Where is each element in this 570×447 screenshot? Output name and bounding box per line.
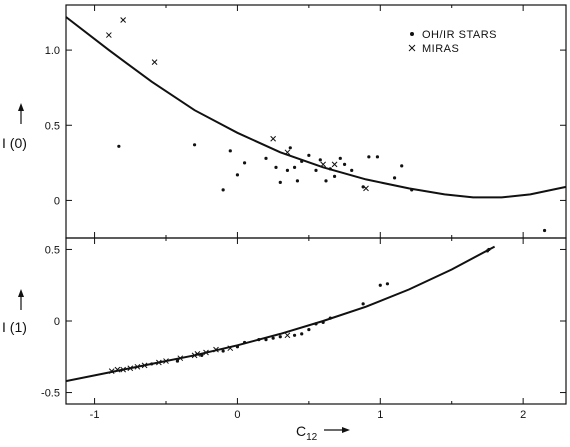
upper-ohir-point [324,179,328,183]
lower-ohir-point [361,302,365,306]
upper-mira-point [270,135,276,142]
upper-ohir-point [278,180,282,184]
upper-ohir-point [292,165,297,169]
lower-ohir-point [271,336,275,340]
upper-ohir-point [375,155,380,159]
lower-frame [65,237,567,405]
upper-ytick-label: 1.0 [45,45,60,57]
lower-ohir-point [221,349,225,353]
legend-dot-marker [410,32,414,36]
lower-ylabel: I (1) [2,289,27,335]
upper-ylabel: I (0) [2,103,27,151]
upper-ohir-point [400,164,404,168]
lower-ohir-point [378,283,382,287]
upper-ohir-point [285,168,290,172]
upper-ohir-point [542,228,547,233]
upper-ohir-point [367,155,371,159]
x-axis-label-text: C12 [296,423,318,443]
upper-ohir-point [342,162,347,166]
upper-ohir-point [192,143,197,147]
lower-ohir-point [307,327,311,332]
legend-cross-marker [408,44,416,52]
upper-mira-point [331,161,338,168]
x-axis-label: C12 [296,423,350,443]
upper-ohir-point [392,176,397,180]
lower-mira-point [284,332,291,339]
lower-ytick-label: -0.5 [41,388,60,400]
upper-ohir-point [221,188,225,192]
upper-ohir-point [350,168,354,172]
upper-ohir-point [242,161,247,165]
lower-xtick-label: 1 [377,409,383,421]
upper-mira-point [120,17,126,23]
upper-ohir-point [318,158,322,162]
lower-ohir-point [385,282,390,286]
upper-ohir-point [117,144,121,148]
upper-ohir-point [338,156,342,160]
upper-ohir-point [235,173,240,177]
upper-ohir-point [228,149,232,153]
upper-mira-point [151,59,158,65]
upper-ohir-point [314,168,318,172]
lower-xtick-label: -1 [90,409,100,421]
upper-ohir-point [307,153,311,157]
upper-ohir-point [332,174,337,178]
lower-ytick-label: 0.5 [45,244,60,256]
upper-ylabel-text: I (0) [2,135,27,151]
legend: OH/IR STARS MIRAS [408,29,497,55]
lower-ohir-point [300,332,304,336]
lower-panel: -1 0 1 2 -0.5 0 0.5 [41,237,567,421]
upper-ohir-point [288,146,292,150]
upper-ohir-point [274,165,278,169]
upper-mira-point [106,32,112,38]
lower-xtick-label: 0 [234,409,240,421]
legend-label-ohir: OH/IR STARS [422,29,497,41]
lower-model-curve [65,245,496,383]
upper-ohir-point [264,156,268,160]
lower-ytick-label: 0 [54,316,60,328]
upper-ytick-label: 0 [54,195,60,207]
upper-model-curve [65,16,567,199]
lower-ohir-point [292,333,297,337]
upper-mira-point [363,185,369,192]
legend-label-miras: MIRAS [422,43,459,55]
lower-ohir-point [278,335,282,339]
upper-ohir-point [295,179,300,183]
upper-ytick-label: 0.5 [45,120,60,132]
lower-xtick-label: 2 [520,409,526,421]
lower-ylabel-text: I (1) [2,319,27,335]
